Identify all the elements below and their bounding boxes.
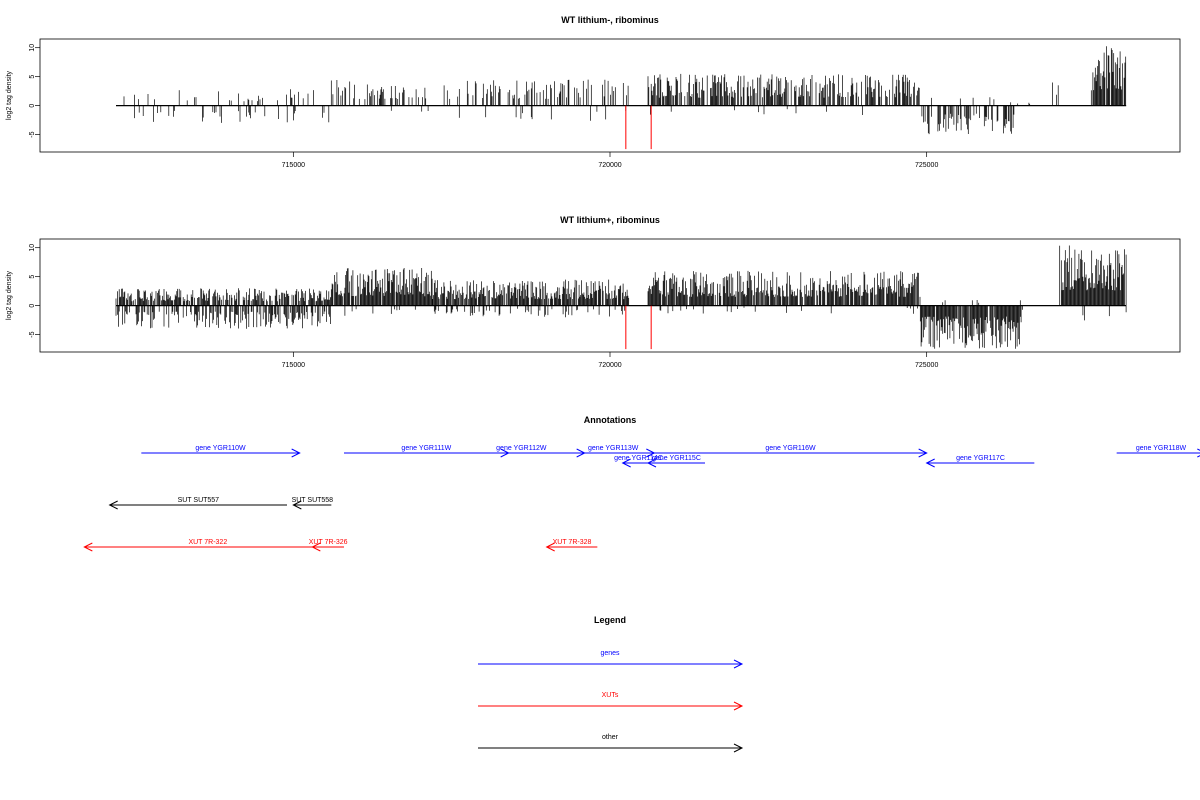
xut-arrow: XUT 7R-326: [309, 539, 348, 552]
gene-arrow: gene YGR116W: [654, 445, 928, 458]
panel-title: WT lithium+, ribominus: [560, 215, 660, 225]
arrow-head: [545, 542, 555, 552]
sut-label: SUT SUT558: [292, 497, 334, 504]
arrow-head: [646, 448, 656, 458]
arrow-head: [291, 448, 301, 458]
xut-arrow: XUT 7R-322: [83, 539, 332, 552]
gene-label: gene YGR116W: [765, 445, 816, 452]
arrow-head: [918, 448, 928, 458]
sut-arrow: SUT SUT557: [108, 497, 287, 510]
coverage-panel: WT lithium+, ribominus -5 0 5 10 log2 tag den…: [6, 215, 1181, 369]
y-axis-label: log2 tag density: [6, 270, 13, 320]
xut-label: XUT 7R-326: [309, 539, 348, 546]
gene-label: gene YGR113W: [588, 445, 639, 452]
legend: Legend genes XUTs other: [478, 615, 744, 753]
coverage-panel: WT lithium-, ribominus -5 0 5 10 log2 tag den…: [6, 15, 1181, 169]
xut-label: XUT 7R-322: [188, 539, 227, 546]
gene-label: gene YGR114C: [614, 455, 663, 462]
sut-label: SUT SUT557: [178, 497, 220, 504]
y-axis-label: log2 tag density: [6, 70, 13, 120]
coverage-bars: [115, 245, 1127, 349]
xut-arrow: XUT 7R-328: [545, 539, 598, 552]
arrow-head: [733, 701, 744, 711]
x-tick-label: 715000: [282, 362, 305, 369]
gene-arrow: gene YGR118W: [1116, 445, 1200, 458]
arrow-head: [311, 542, 321, 552]
arrow-head: [621, 458, 631, 468]
y-tick-label: 5: [29, 75, 36, 79]
gene-arrow: gene YGR110W: [141, 445, 301, 458]
panel-title: WT lithium-, ribominus: [561, 15, 659, 25]
gene-label: gene YGR117C: [956, 455, 1005, 462]
legend-item-label: other: [602, 734, 619, 741]
arrow-head: [733, 743, 744, 753]
y-tick-label: 10: [29, 244, 36, 252]
legend-item-label: genes: [600, 650, 620, 657]
y-tick-label: 10: [29, 44, 36, 52]
annotations-panel: Annotations gene YGR110W gene YGR111W gene …: [83, 415, 1200, 552]
sut-arrow: SUT SUT558: [292, 497, 334, 510]
x-tick-label: 725000: [915, 162, 938, 169]
gene-label: gene YGR115C: [652, 455, 701, 462]
gene-arrow: gene YGR117C: [925, 455, 1035, 468]
x-tick-label: 725000: [915, 362, 938, 369]
gene-label: gene YGR110W: [195, 445, 246, 452]
plot-frame: [39, 38, 1181, 153]
annotations-title: Annotations: [584, 415, 637, 425]
arrow-head: [925, 458, 935, 468]
arrow-head: [292, 500, 302, 510]
plot-frame: [39, 238, 1181, 353]
gene-label: gene YGR118W: [1136, 445, 1187, 452]
legend-item: other: [478, 734, 744, 753]
x-tick-label: 720000: [598, 362, 621, 369]
legend-title: Legend: [594, 615, 626, 625]
xut-label: XUT 7R-328: [553, 539, 592, 546]
arrow-head: [108, 500, 118, 510]
gene-label: gene YGR111W: [401, 445, 451, 452]
y-tick-label: 5: [29, 275, 36, 279]
x-tick-label: 720000: [598, 162, 621, 169]
legend-item-label: XUTs: [602, 692, 619, 699]
y-tick-label: -5: [29, 131, 36, 137]
gene-arrow: gene YGR111W: [344, 445, 510, 458]
y-tick-label: 0: [29, 104, 36, 108]
y-tick-label: 0: [29, 304, 36, 308]
arrow-head: [733, 659, 744, 669]
gene-label: gene YGR112W: [496, 445, 547, 452]
legend-item: genes: [478, 650, 744, 669]
gene-arrow: gene YGR115C: [646, 455, 705, 468]
arrow-head: [646, 458, 657, 468]
x-tick-label: 715000: [282, 162, 305, 169]
legend-item: XUTs: [478, 692, 744, 711]
arrow-head: [83, 542, 93, 552]
gene-arrow: gene YGR112W: [458, 445, 586, 458]
y-tick-label: -5: [29, 331, 36, 337]
coverage-bars: [123, 46, 1127, 135]
gene-arrow: gene YGR113W: [572, 445, 656, 458]
